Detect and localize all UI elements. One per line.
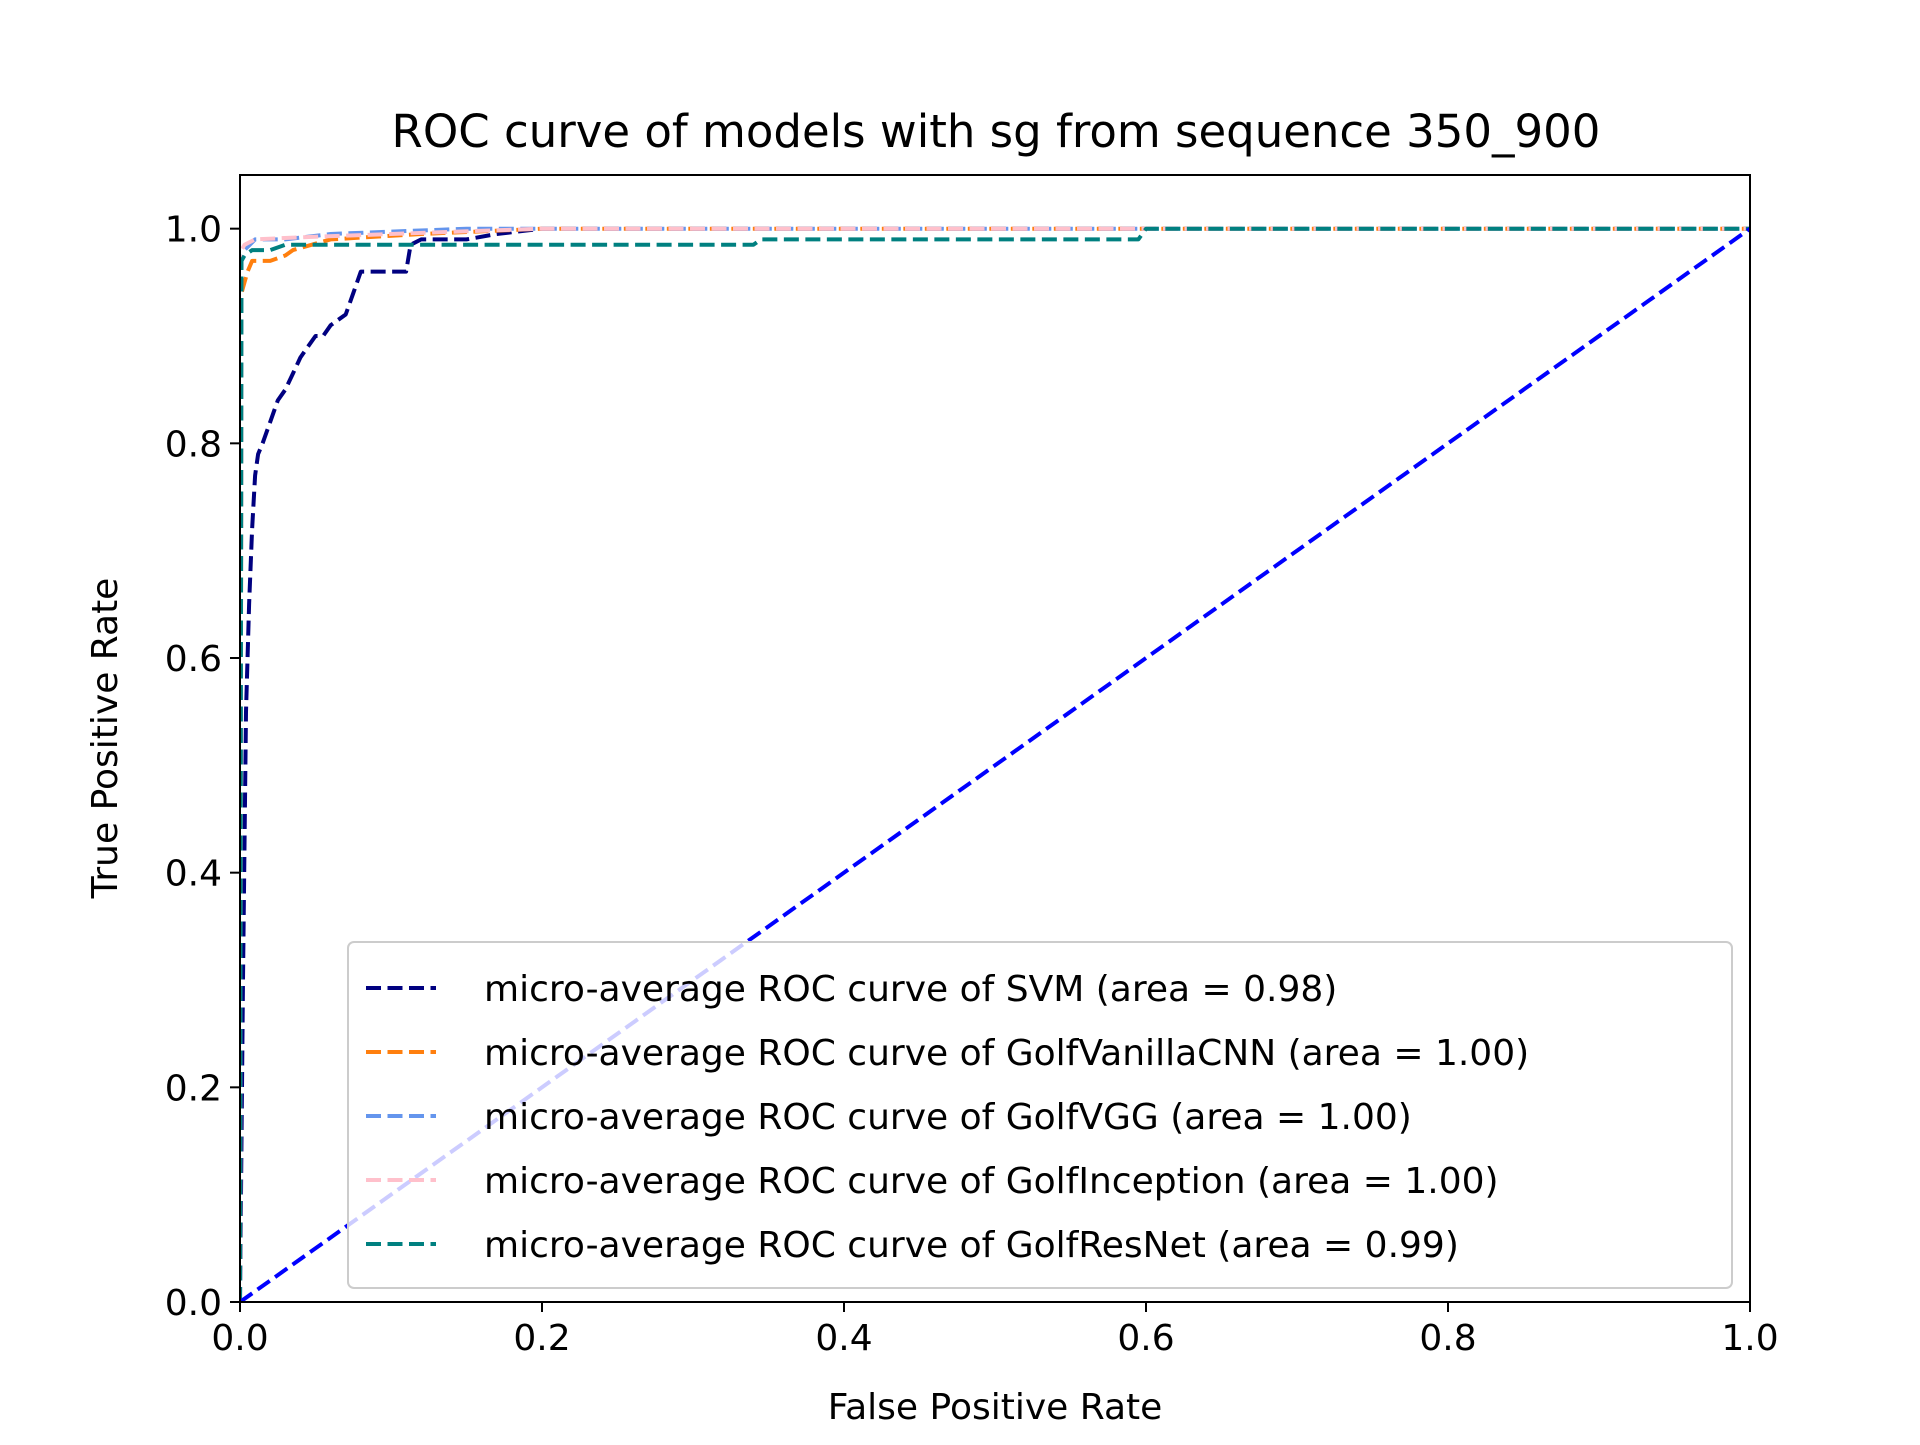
y-tick-label: 0.6 (165, 639, 222, 680)
y-tick-label: 0.4 (165, 854, 222, 895)
x-tick-label: 0.6 (1117, 1318, 1174, 1359)
plot-area: micro-average ROC curve of SVM (area = 0… (239, 174, 1751, 1303)
x-tick-label: 0.4 (815, 1318, 872, 1359)
y-tick-label: 0.2 (165, 1068, 222, 1109)
x-tick-label: 0.2 (513, 1318, 570, 1359)
series-line-0 (240, 226, 1750, 1302)
plot-frame (239, 174, 1751, 1303)
legend: micro-average ROC curve of SVM (area = 0… (347, 941, 1733, 1289)
x-axis-label: False Positive Rate (828, 1387, 1163, 1428)
legend-entry-label: micro-average ROC curve of SVM (area = 0… (484, 969, 1337, 1010)
series-line-4 (240, 226, 1750, 1302)
y-axis-ticks: 0.0 0.2 0.4 0.6 0.8 1.0 (165, 210, 240, 1324)
x-axis-ticks: 0.0 0.2 0.4 0.6 0.8 1.0 (211, 1302, 1779, 1359)
legend-entry-label: micro-average ROC curve of GolfVGG (area… (484, 1097, 1412, 1138)
chart-title: ROC curve of models with sg from sequenc… (392, 105, 1601, 158)
y-tick-label: 0.8 (165, 424, 222, 465)
y-axis-label: True Positive Rate (85, 578, 126, 900)
x-tick-label: 0.0 (211, 1318, 268, 1359)
y-tick-label: 0.0 (165, 1283, 222, 1324)
x-tick-label: 0.8 (1419, 1318, 1476, 1359)
x-tick-label: 1.0 (1721, 1318, 1778, 1359)
legend-box (347, 941, 1733, 1289)
legend-entry-label: micro-average ROC curve of GolfInception… (484, 1161, 1499, 1202)
legend-entry-label: micro-average ROC curve of GolfResNet (a… (484, 1225, 1459, 1266)
legend-entry-label: micro-average ROC curve of GolfVanillaCN… (484, 1033, 1529, 1074)
y-tick-label: 1.0 (165, 210, 222, 251)
series-line-3 (240, 226, 1750, 1302)
